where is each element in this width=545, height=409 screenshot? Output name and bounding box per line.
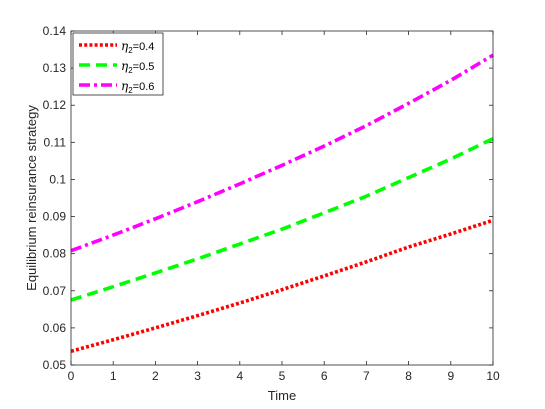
legend-label-2: η2=0.5	[121, 59, 154, 75]
series-line-2	[70, 136, 494, 302]
x-tick-label: 5	[279, 369, 286, 383]
y-tick-label: 0.1	[49, 172, 66, 186]
y-axis: 0.05 0.06 0.07 0.08 0.09 0.1 0.11 0.12 0.13 0.14	[43, 24, 493, 372]
x-axis-label: Time	[268, 388, 296, 403]
y-tick-label: 0.12	[43, 98, 67, 112]
series-line-3	[70, 53, 494, 253]
legend-label-1: η2=0.4	[121, 39, 154, 55]
y-tick-label: 0.07	[43, 284, 67, 298]
legend: η2=0.4 η2=0.5 η2=0.6	[72, 32, 164, 96]
x-tick-label: 8	[405, 369, 412, 383]
y-tick-label: 0.08	[43, 247, 67, 261]
x-axis: 0 1 2 3 4 5 6 7 8 9 10	[68, 31, 500, 383]
legend-label-3: η2=0.6	[121, 79, 154, 95]
series-layer	[70, 53, 494, 354]
x-tick-label: 9	[447, 369, 454, 383]
y-tick-label: 0.11	[44, 135, 67, 149]
y-tick-label: 0.06	[43, 321, 67, 335]
y-tick-label: 0.14	[43, 24, 67, 38]
x-tick-label: 1	[110, 369, 117, 383]
x-tick-label: 0	[68, 369, 75, 383]
y-tick-label: 0.13	[43, 61, 67, 75]
y-tick-label: 0.05	[43, 358, 67, 372]
x-tick-label: 2	[152, 369, 159, 383]
x-tick-label: 7	[363, 369, 370, 383]
y-tick-label: 0.09	[43, 210, 67, 224]
series-line-1	[70, 218, 494, 354]
x-tick-label: 6	[321, 369, 328, 383]
y-axis-label: Equilibrium reinsurance strategy	[24, 105, 39, 291]
x-tick-label: 3	[194, 369, 201, 383]
x-tick-label: 4	[236, 369, 243, 383]
x-tick-label: 10	[486, 369, 500, 383]
